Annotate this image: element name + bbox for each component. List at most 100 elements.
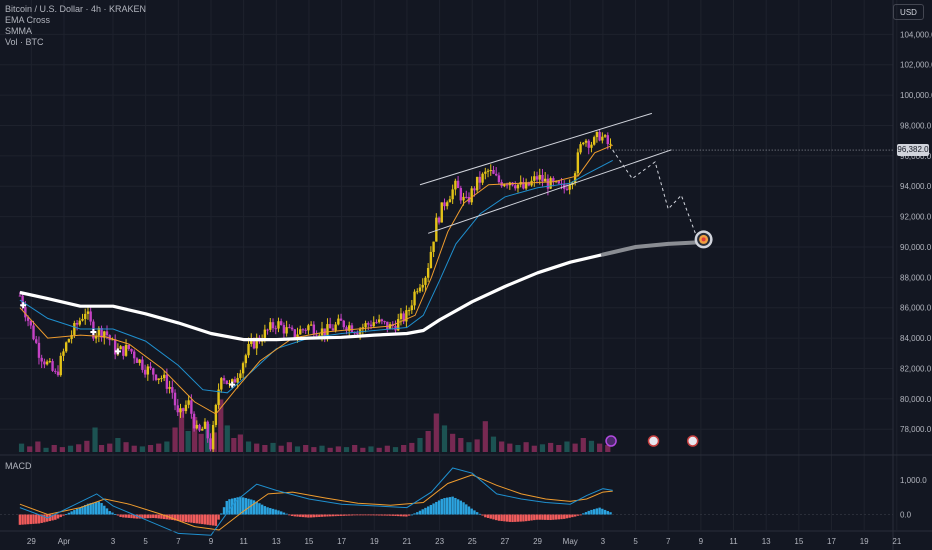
price-axis-label: 84,000.0	[900, 334, 932, 343]
symbol-title[interactable]: Bitcoin / U.S. Dollar · 4h · KRAKEN	[5, 4, 147, 14]
macd-histogram-bar	[187, 514, 190, 523]
candle-body	[318, 335, 321, 337]
candle-body	[587, 140, 590, 148]
macd-histogram-bar	[426, 506, 430, 515]
candle-body	[407, 310, 411, 312]
macd-histogram-bar	[489, 514, 492, 519]
candle-body	[146, 366, 150, 375]
candle-body	[492, 169, 495, 174]
macd-histogram-bar	[511, 514, 514, 523]
macd-histogram-bar	[149, 514, 152, 519]
candle-body	[364, 323, 367, 328]
indicator-ema-cross[interactable]: EMA Cross	[5, 15, 51, 25]
macd-histogram-bar	[244, 498, 248, 515]
macd-histogram-bar	[391, 514, 394, 516]
macd-histogram-bar	[274, 509, 277, 515]
candle-body	[187, 400, 190, 405]
candle-body	[296, 334, 299, 338]
time-axis-label: 7	[176, 537, 181, 546]
currency-button[interactable]: USD	[893, 4, 924, 20]
macd-histogram-bar	[410, 514, 414, 516]
macd-histogram-bar	[565, 514, 569, 519]
candle-body	[402, 313, 405, 322]
candle-body	[315, 334, 318, 336]
volume-bar	[27, 446, 33, 452]
candle-body	[462, 196, 465, 201]
candle-body	[250, 338, 253, 344]
candle-body	[203, 421, 207, 429]
price-axis-label: 88,000.0	[900, 273, 932, 282]
macd-histogram-bar	[113, 514, 117, 515]
target-icon-center	[701, 237, 706, 242]
volume-bar	[392, 447, 399, 452]
macd-histogram-bar	[217, 514, 220, 520]
volume-bar	[335, 446, 341, 452]
candle-body	[173, 392, 177, 406]
indicator-smma[interactable]: SMMA	[5, 26, 32, 36]
macd-histogram-bar	[416, 512, 419, 515]
macd-histogram-bar	[350, 514, 354, 516]
candle-body	[304, 329, 307, 331]
candle-body	[397, 319, 400, 331]
volume-bar	[531, 445, 537, 452]
candle-body	[45, 361, 49, 365]
candle-body	[465, 196, 468, 198]
macd-histogram-bar	[146, 514, 150, 519]
candle-body	[503, 184, 506, 187]
volume-bar	[294, 446, 301, 452]
signal-cross-icon	[20, 302, 27, 309]
volume-bar	[515, 445, 521, 452]
time-axis-label: 9	[209, 537, 214, 546]
candle-body	[143, 369, 147, 375]
macd-histogram-bar	[40, 514, 43, 523]
candle-body	[399, 313, 403, 320]
volume-bar	[376, 447, 382, 452]
macd-histogram-bar	[554, 514, 558, 520]
macd-histogram-bar	[157, 514, 160, 519]
candle-body	[345, 327, 348, 331]
candle-body	[56, 371, 60, 376]
candle-body	[94, 335, 98, 339]
candle-body	[43, 361, 46, 365]
macd-pane-label[interactable]: MACD	[5, 461, 32, 471]
volume-bar	[84, 440, 90, 452]
macd-histogram-bar	[337, 514, 340, 517]
macd-histogram-bar	[418, 510, 422, 515]
macd-histogram-bar	[560, 514, 563, 520]
macd-histogram-bar	[309, 514, 313, 518]
indicator-volume[interactable]: Vol · BTC	[5, 37, 44, 47]
macd-histogram-bar	[64, 514, 68, 516]
candle-body	[162, 374, 166, 379]
candle-body	[48, 361, 52, 363]
macd-histogram-bar	[312, 514, 316, 518]
macd-histogram-bar	[497, 514, 501, 521]
macd-histogram-bar	[462, 502, 465, 515]
candle-body	[350, 325, 354, 333]
macd-histogram-bar	[250, 499, 253, 515]
candle-body	[429, 251, 433, 269]
candle-body	[437, 217, 441, 223]
volume-bar	[18, 443, 25, 452]
candle-body	[279, 321, 283, 326]
macd-histogram-bar	[198, 514, 201, 524]
macd-histogram-bar	[293, 514, 296, 517]
volume-bar	[319, 445, 325, 452]
macd-histogram-bar	[103, 505, 106, 515]
candle-body	[301, 329, 305, 331]
time-axis-label: 13	[272, 537, 281, 546]
time-axis-label: 11	[729, 537, 738, 546]
time-axis-label: May	[563, 537, 578, 546]
macd-histogram-bar	[358, 514, 362, 516]
volume-bar	[303, 445, 309, 452]
macd-line	[19, 467, 613, 536]
volume-bar	[352, 445, 358, 452]
candle-body	[282, 325, 286, 334]
candle-body	[35, 339, 38, 343]
macd-histogram-bar	[271, 508, 275, 515]
macd-histogram-bar	[563, 514, 566, 519]
time-axis-label: 19	[860, 537, 869, 546]
macd-histogram-bar	[179, 514, 182, 522]
volume-bar	[441, 425, 448, 452]
